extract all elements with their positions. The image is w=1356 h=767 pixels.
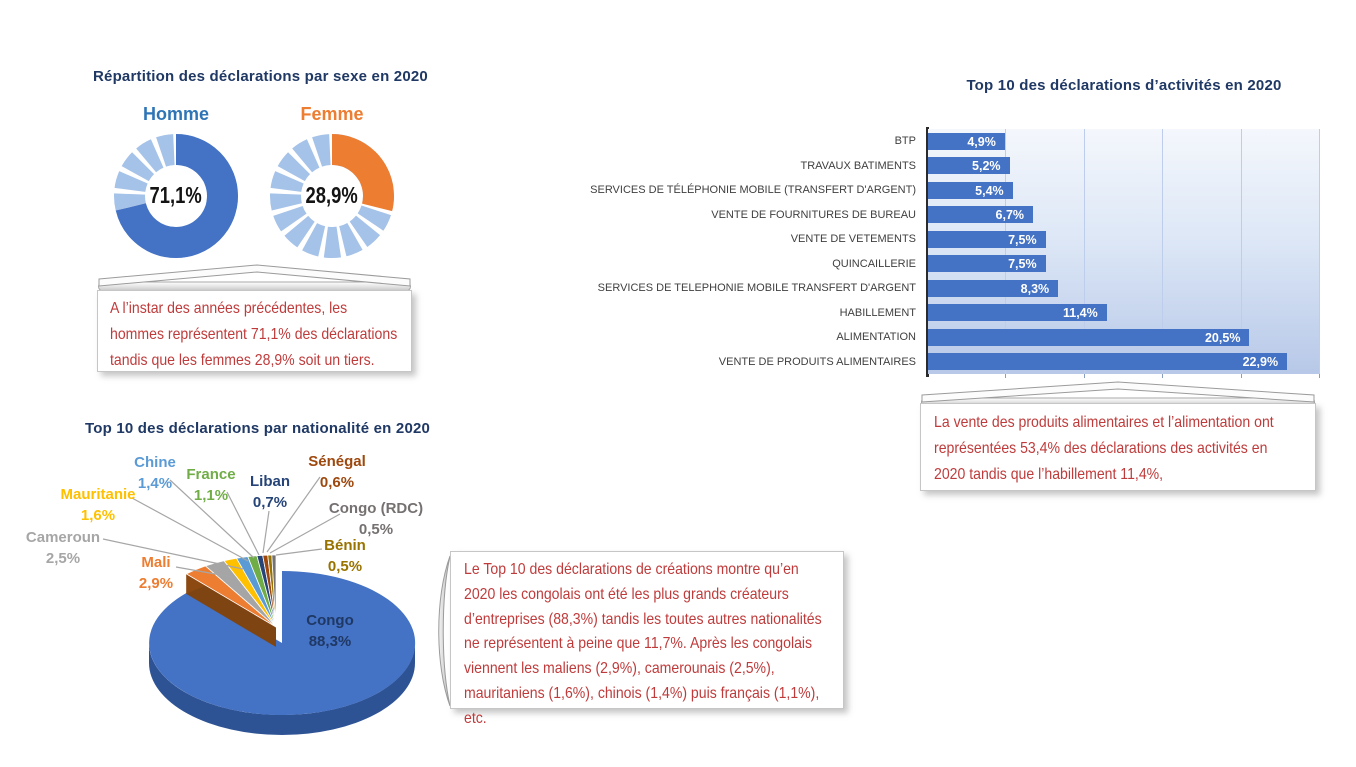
bar-category-label: VENTE DE VETEMENTS [790, 233, 916, 245]
donut-svg-femme [270, 133, 394, 258]
pie-label-mali: Mali 2,9% [138, 554, 174, 592]
bar-value-label: 6,7% [995, 208, 1025, 222]
nationality-note-box: Le Top 10 des déclarations de créations … [450, 551, 844, 727]
axis-tick [1162, 374, 1163, 378]
bar-habillement [928, 304, 1107, 321]
pie-label-france: France 1,1% [186, 466, 236, 504]
bar-category-label: TRAVAUX BATIMENTS [800, 159, 916, 172]
bar-plot-area: 4,9% 5,2% 5,4% 6,7% 7,5% 7,5% 8,3% 11,4% 20,5% 22… [928, 129, 1320, 374]
bar-value-label: 5,4% [975, 183, 1004, 198]
gridline [1162, 129, 1163, 374]
bar-category-labels: BTP TRAVAUX BATIMENTS SERVICES DE TÉLÉPHON… [580, 129, 916, 374]
leader-line [175, 566, 233, 578]
bar-value-label: 20,5% [1204, 330, 1241, 345]
leader-line [131, 497, 249, 562]
leader-line [169, 479, 255, 559]
sex-note-box: A l’instar des années précédentes, les h… [97, 290, 412, 372]
bar-btp [928, 132, 1005, 150]
bar-services-de-t-l-phonie-mobile-transfert-d-argent- [928, 181, 1013, 199]
bar-category-label: VENTE DE FOURNITURES DE BUREAU [711, 208, 916, 221]
callout-ribbon [98, 264, 411, 292]
bar-category-label: SERVICES DE TÉLÉPHONIE MOBILE (TRANSFERT… [590, 184, 916, 196]
leader-line [226, 491, 260, 556]
pie-label-mauritanie: Mauritanie 1,6% [60, 486, 136, 524]
donut-label-femme: Femme [300, 104, 364, 124]
pie-label-s-n-gal: Sénégal 0,6% [308, 453, 366, 491]
bar-value-label: 7,5% [1008, 257, 1037, 271]
donut-value-femme: 28,9% [305, 182, 359, 208]
nationality-note-text: Le Top 10 des déclarations de créations … [464, 561, 822, 727]
bar-value-label: 4,9% [967, 134, 996, 149]
donut-value-arc [270, 134, 394, 258]
donut-chart-homme [112, 132, 240, 260]
gridline [1084, 129, 1085, 374]
bar-value-label: 22,9% [1242, 355, 1279, 369]
donut-value-arc [114, 134, 238, 258]
axis-tick [1084, 374, 1085, 378]
gridline [1005, 129, 1006, 374]
nationality-pie-chart [102, 476, 416, 735]
pie-slice-congo-rdc- [271, 554, 277, 628]
bar-value-label: 5,2% [972, 159, 1001, 173]
pie-side-wall [149, 643, 415, 735]
sex-chart-title: Répartition des déclarations par sexe en… [93, 68, 428, 85]
bar-value-label: 11,4% [1062, 306, 1098, 320]
pie-mali-side-face [186, 573, 276, 647]
pie-label-b-nin: Bénin 0,5% [324, 537, 366, 575]
activity-chart-title: Top 10 des déclarations d’activités en 2… [966, 77, 1282, 94]
sex-note-text: A l’instar des années précédentes, les h… [110, 300, 398, 369]
bar-category-label: ALIMENTATION [836, 331, 916, 343]
bar-quincaillerie [928, 255, 1046, 272]
bar-services-de-telephonie-mobile-transfert-d-argent [928, 279, 1059, 297]
bar-alimentation [928, 328, 1250, 346]
nationality-chart-title: Top 10 des déclarations par nationalité … [85, 420, 431, 437]
bar-category-label: SERVICES DE TELEPHONIE MOBILE TRANSFERT … [597, 282, 916, 294]
pie-label-congo-rdc-: Congo (RDC) 0,5% [328, 500, 424, 538]
axis-tick [1241, 374, 1242, 378]
gridline [1241, 129, 1242, 374]
bar-category-label: QUINCAILLERIE [832, 257, 916, 270]
bar-category-label: VENTE DE PRODUITS ALIMENTAIRES [718, 355, 916, 368]
axis-tick [1005, 374, 1006, 378]
leader-line [262, 510, 270, 554]
bar-vente-de-vetements [928, 230, 1046, 248]
pie-label-cameroun: Cameroun 2,5% [25, 529, 101, 567]
donut-label-homme: Homme [142, 104, 209, 124]
leader-line [269, 513, 341, 554]
pie-label-chine: Chine 1,4% [134, 454, 176, 492]
pie-label-congo: Congo 88,3% [306, 612, 354, 650]
bar-axis-ticks [928, 374, 1320, 379]
donut-svg-homme [113, 133, 238, 258]
bar-y-axis [926, 127, 929, 377]
bar-category-label: HABILLEMENT [839, 306, 916, 319]
leader-line [102, 538, 244, 570]
pie-label-liban: Liban 0,7% [250, 473, 290, 511]
bar-vente-de-produits-alimentaires [928, 353, 1288, 370]
bar-value-label: 7,5% [1008, 232, 1037, 247]
bar-vente-de-fournitures-de-bureau [928, 206, 1034, 223]
donut-value-homme: 71,1% [149, 182, 203, 208]
leader-line [275, 548, 323, 556]
bar-value-label: 8,3% [1020, 281, 1050, 296]
bar-category-label: BTP [894, 135, 916, 147]
activity-note-box: La vente des produits alimentaires et l’… [920, 403, 1316, 491]
gridline [1319, 129, 1320, 374]
leader-line [266, 476, 321, 553]
axis-tick [1319, 374, 1320, 378]
donut-chart-femme [268, 132, 396, 260]
bar-travaux-batiments [928, 157, 1010, 174]
activity-note-text: La vente des produits alimentaires et l’… [934, 414, 1274, 483]
